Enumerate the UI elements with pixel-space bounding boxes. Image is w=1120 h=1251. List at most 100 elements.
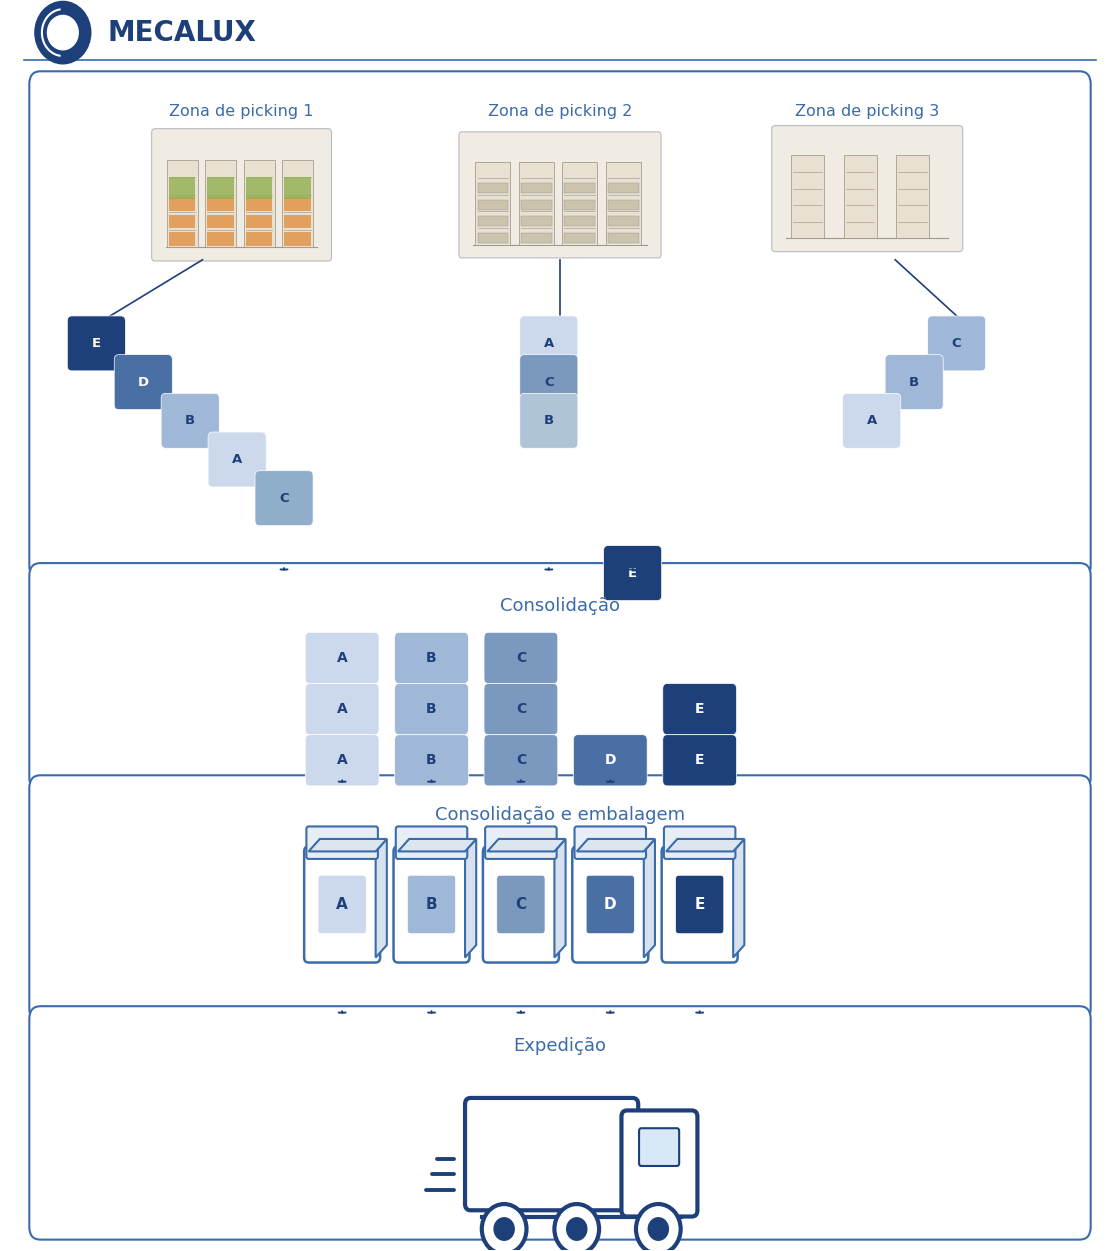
- FancyBboxPatch shape: [305, 847, 380, 962]
- FancyBboxPatch shape: [459, 131, 661, 258]
- FancyBboxPatch shape: [245, 198, 272, 210]
- Text: E: E: [694, 753, 704, 767]
- FancyBboxPatch shape: [675, 876, 724, 933]
- FancyBboxPatch shape: [564, 216, 595, 226]
- FancyBboxPatch shape: [622, 1111, 698, 1216]
- FancyBboxPatch shape: [408, 876, 456, 933]
- FancyBboxPatch shape: [564, 183, 595, 193]
- Polygon shape: [666, 839, 745, 852]
- Polygon shape: [398, 839, 476, 852]
- FancyBboxPatch shape: [284, 233, 311, 245]
- Text: B: B: [427, 753, 437, 767]
- FancyBboxPatch shape: [318, 876, 366, 933]
- Text: Consolidação e embalagem: Consolidação e embalagem: [435, 806, 685, 824]
- FancyBboxPatch shape: [207, 215, 234, 228]
- Text: A: A: [337, 651, 347, 666]
- FancyBboxPatch shape: [484, 632, 558, 683]
- Text: C: C: [952, 337, 961, 350]
- FancyBboxPatch shape: [169, 233, 196, 245]
- FancyBboxPatch shape: [306, 632, 379, 683]
- FancyBboxPatch shape: [169, 215, 196, 228]
- FancyBboxPatch shape: [394, 632, 468, 683]
- Text: Zona de picking 2: Zona de picking 2: [488, 104, 632, 119]
- Text: Expedição: Expedição: [513, 1037, 607, 1055]
- FancyBboxPatch shape: [485, 827, 557, 859]
- FancyBboxPatch shape: [483, 847, 559, 962]
- FancyBboxPatch shape: [29, 563, 1091, 791]
- FancyBboxPatch shape: [207, 233, 234, 245]
- FancyBboxPatch shape: [306, 683, 379, 734]
- Text: B: B: [909, 375, 920, 389]
- FancyBboxPatch shape: [663, 734, 737, 786]
- FancyBboxPatch shape: [477, 233, 508, 243]
- FancyBboxPatch shape: [842, 393, 900, 448]
- Polygon shape: [554, 839, 566, 957]
- FancyBboxPatch shape: [29, 776, 1091, 1021]
- FancyBboxPatch shape: [245, 233, 272, 245]
- FancyBboxPatch shape: [245, 215, 272, 228]
- Circle shape: [567, 1217, 587, 1240]
- Polygon shape: [487, 839, 566, 852]
- FancyBboxPatch shape: [521, 216, 552, 226]
- Polygon shape: [577, 839, 655, 852]
- FancyBboxPatch shape: [663, 683, 737, 734]
- FancyBboxPatch shape: [608, 183, 638, 193]
- Text: Consolidação: Consolidação: [500, 597, 620, 614]
- Text: A: A: [337, 702, 347, 716]
- FancyBboxPatch shape: [564, 233, 595, 243]
- Text: E: E: [628, 567, 637, 579]
- FancyBboxPatch shape: [284, 215, 311, 228]
- Text: C: C: [516, 702, 526, 716]
- FancyBboxPatch shape: [497, 876, 545, 933]
- FancyBboxPatch shape: [394, 683, 468, 734]
- Text: E: E: [694, 897, 704, 912]
- FancyBboxPatch shape: [562, 161, 597, 245]
- Text: Zona de picking 1: Zona de picking 1: [169, 104, 314, 119]
- FancyBboxPatch shape: [521, 233, 552, 243]
- FancyBboxPatch shape: [114, 354, 172, 409]
- FancyBboxPatch shape: [167, 160, 198, 248]
- FancyBboxPatch shape: [282, 160, 314, 248]
- Text: MECALUX: MECALUX: [108, 19, 256, 46]
- Circle shape: [494, 1217, 514, 1240]
- FancyBboxPatch shape: [29, 71, 1091, 578]
- Text: C: C: [279, 492, 289, 504]
- Text: A: A: [336, 897, 348, 912]
- FancyBboxPatch shape: [772, 125, 963, 251]
- FancyBboxPatch shape: [927, 317, 986, 370]
- Text: D: D: [604, 897, 617, 912]
- FancyBboxPatch shape: [575, 827, 646, 859]
- Circle shape: [35, 1, 91, 64]
- FancyBboxPatch shape: [169, 198, 196, 210]
- FancyBboxPatch shape: [572, 847, 648, 962]
- FancyBboxPatch shape: [608, 200, 638, 210]
- FancyBboxPatch shape: [520, 393, 578, 448]
- Circle shape: [482, 1203, 526, 1251]
- FancyBboxPatch shape: [465, 1098, 638, 1210]
- FancyBboxPatch shape: [395, 827, 467, 859]
- FancyBboxPatch shape: [608, 233, 638, 243]
- FancyBboxPatch shape: [207, 178, 234, 199]
- FancyBboxPatch shape: [477, 183, 508, 193]
- Text: C: C: [544, 375, 553, 389]
- Polygon shape: [734, 839, 745, 957]
- FancyBboxPatch shape: [520, 354, 578, 409]
- Polygon shape: [644, 839, 655, 957]
- FancyBboxPatch shape: [664, 827, 736, 859]
- FancyBboxPatch shape: [484, 683, 558, 734]
- FancyBboxPatch shape: [484, 734, 558, 786]
- FancyBboxPatch shape: [284, 198, 311, 210]
- Circle shape: [47, 15, 78, 50]
- Text: A: A: [543, 337, 554, 350]
- FancyBboxPatch shape: [205, 160, 236, 248]
- FancyBboxPatch shape: [586, 876, 634, 933]
- FancyBboxPatch shape: [843, 155, 877, 239]
- FancyBboxPatch shape: [67, 317, 125, 370]
- Text: B: B: [427, 702, 437, 716]
- FancyBboxPatch shape: [477, 216, 508, 226]
- FancyBboxPatch shape: [393, 847, 469, 962]
- FancyBboxPatch shape: [885, 354, 943, 409]
- FancyBboxPatch shape: [169, 178, 196, 199]
- FancyBboxPatch shape: [606, 161, 641, 245]
- Text: B: B: [544, 414, 554, 428]
